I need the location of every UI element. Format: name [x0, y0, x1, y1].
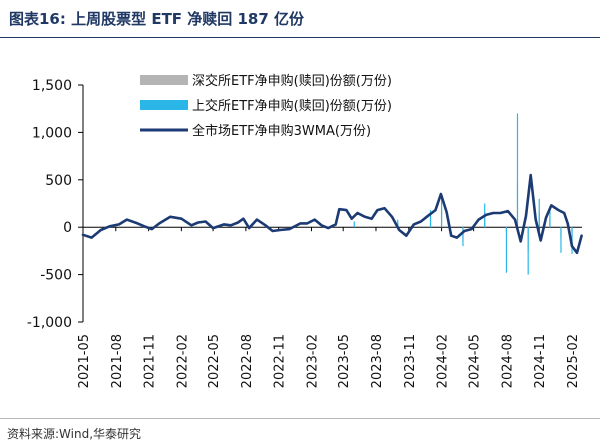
y-tick-label: -1,000 [27, 315, 72, 331]
x-tick-label: 2021-05 [77, 334, 92, 388]
y-tick-label: -500 [40, 268, 72, 284]
y-tick-label: 500 [45, 173, 72, 189]
bar [353, 221, 355, 228]
bar [527, 227, 529, 275]
legend-label: 上交所ETF净申购(赎回)份额(万份) [192, 98, 392, 114]
x-tick-label: 2023-05 [337, 334, 352, 388]
chart-root: 1,500 1,000 500 0 -500 -1,000 2021-05 2021-08 20… [27, 73, 583, 388]
bar [505, 227, 508, 273]
bar [560, 227, 562, 253]
source-divider [0, 418, 600, 419]
x-tick-label: 2023-02 [306, 334, 321, 388]
bar [397, 219, 399, 228]
source-note: 资料来源:Wind,华泰研究 [7, 427, 142, 441]
x-tick-label: 2023-08 [370, 334, 385, 388]
x-tick-label: 2025-02 [566, 334, 581, 388]
series-line-3wma [81, 173, 583, 255]
x-tick-label: 2022-08 [240, 334, 255, 388]
x-tick-label: 2024-05 [468, 334, 483, 388]
title-bar: 图表16: 上周股票型 ETF 净赎回 187 亿份 [0, 0, 600, 38]
bar [429, 210, 432, 228]
legend-label: 深交所ETF净申购(赎回)份额(万份) [192, 73, 392, 89]
y-tick-label: 1,000 [32, 125, 72, 141]
bar [462, 227, 464, 247]
legend-label: 全市场ETF净申购3WMA(万份) [192, 123, 371, 139]
x-tick-label: 2021-08 [110, 334, 125, 388]
x-tick-label: 2024-08 [500, 334, 515, 388]
legend-swatch [140, 75, 188, 85]
bar [538, 198, 540, 228]
y-tick-label: 0 [63, 220, 72, 236]
legend-swatch [140, 100, 188, 110]
y-tick-label: 1,500 [32, 78, 72, 94]
bar [516, 113, 519, 228]
bar [440, 198, 443, 228]
figure-title: 图表16: 上周股票型 ETF 净赎回 187 亿份 [9, 10, 305, 28]
chart-svg: 1,500 1,000 500 0 -500 -1,000 2021-05 2021-08 20… [27, 73, 583, 388]
x-tick-label: 2022-02 [175, 334, 190, 388]
x-tick-label: 2024-02 [436, 334, 451, 388]
x-tick-label: 2021-11 [143, 334, 158, 388]
x-tick-label: 2022-11 [273, 334, 288, 388]
x-tick-label: 2023-11 [403, 334, 418, 388]
bar [549, 207, 551, 228]
x-tick-label: 2024-11 [533, 334, 548, 388]
x-tick-label: 2022-05 [207, 334, 222, 388]
